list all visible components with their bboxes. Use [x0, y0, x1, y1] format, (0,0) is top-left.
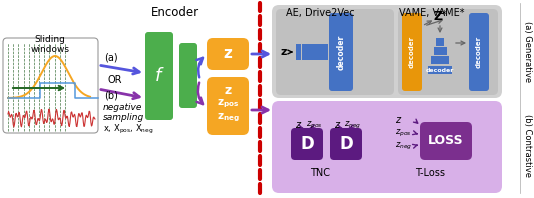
FancyBboxPatch shape [145, 32, 173, 120]
Text: (b) Contrastive: (b) Contrastive [523, 114, 532, 177]
Text: decoder: decoder [336, 34, 345, 70]
FancyBboxPatch shape [272, 101, 502, 193]
Text: (a): (a) [104, 53, 117, 63]
Text: OR: OR [107, 75, 122, 85]
Text: $\mathbf{D}$: $\mathbf{D}$ [300, 135, 315, 153]
Text: $\mathbf{z}$: $\mathbf{z}$ [224, 85, 232, 97]
Text: x, X$_\mathregular{pos}$, X$_\mathregular{neg}$: x, X$_\mathregular{pos}$, X$_\mathregula… [103, 122, 153, 136]
Text: LOSS: LOSS [428, 134, 464, 148]
FancyBboxPatch shape [420, 122, 472, 160]
Text: decoder: decoder [426, 68, 454, 72]
Bar [296, 44, 301, 60]
Text: $z_{pos}$: $z_{pos}$ [395, 128, 412, 139]
Bar [309, 44, 318, 60]
Text: $z_{neg}$: $z_{neg}$ [395, 140, 412, 151]
Text: $z$: $z$ [395, 115, 402, 125]
FancyBboxPatch shape [3, 38, 98, 133]
Text: $z_{pos}$: $z_{pos}$ [305, 119, 323, 130]
Text: *: * [442, 10, 446, 20]
Text: Sliding
windows: Sliding windows [30, 35, 69, 54]
Bar [302, 44, 309, 60]
FancyBboxPatch shape [179, 43, 197, 108]
Text: $\mathbf{D}$: $\mathbf{D}$ [339, 135, 354, 153]
Text: $\mathbf{z}$: $\mathbf{z}$ [280, 47, 288, 57]
FancyBboxPatch shape [402, 13, 422, 91]
Bar [428, 66, 452, 74]
Text: $\mathbf{z_{pos}}$: $\mathbf{z_{pos}}$ [217, 98, 239, 110]
FancyBboxPatch shape [469, 13, 489, 91]
Bar [434, 47, 447, 55]
FancyBboxPatch shape [207, 77, 249, 135]
Text: VAME, VAME*: VAME, VAME* [399, 8, 465, 18]
Bar [431, 56, 449, 64]
FancyBboxPatch shape [276, 9, 394, 95]
Bar [436, 38, 444, 46]
FancyBboxPatch shape [330, 128, 362, 160]
Text: negative: negative [103, 104, 143, 112]
Text: sampling: sampling [103, 113, 144, 123]
Text: T-Loss: T-Loss [415, 168, 445, 178]
Bar [317, 44, 328, 60]
Text: Encoder: Encoder [151, 6, 199, 19]
Text: (b): (b) [104, 91, 118, 101]
Text: decoder: decoder [476, 36, 482, 68]
Text: $f$: $f$ [154, 67, 164, 85]
FancyBboxPatch shape [207, 38, 249, 70]
Text: $\mathbf{z}$: $\mathbf{z}$ [223, 47, 233, 62]
Text: $z$: $z$ [295, 120, 303, 130]
FancyBboxPatch shape [291, 128, 323, 160]
Text: decoder: decoder [409, 36, 415, 68]
FancyBboxPatch shape [272, 5, 502, 98]
Text: $\mathbf{z_{neg}}$: $\mathbf{z_{neg}}$ [217, 112, 239, 124]
Text: $\mathbf{Z}$: $\mathbf{Z}$ [433, 10, 443, 23]
Text: $z_{neg}$: $z_{neg}$ [344, 119, 362, 130]
Text: $z$: $z$ [334, 120, 342, 130]
Text: (a) Generative: (a) Generative [523, 21, 532, 83]
FancyBboxPatch shape [398, 9, 498, 95]
FancyBboxPatch shape [329, 13, 353, 91]
Text: AE, Drive2Vec: AE, Drive2Vec [286, 8, 355, 18]
Text: TNC: TNC [310, 168, 330, 178]
